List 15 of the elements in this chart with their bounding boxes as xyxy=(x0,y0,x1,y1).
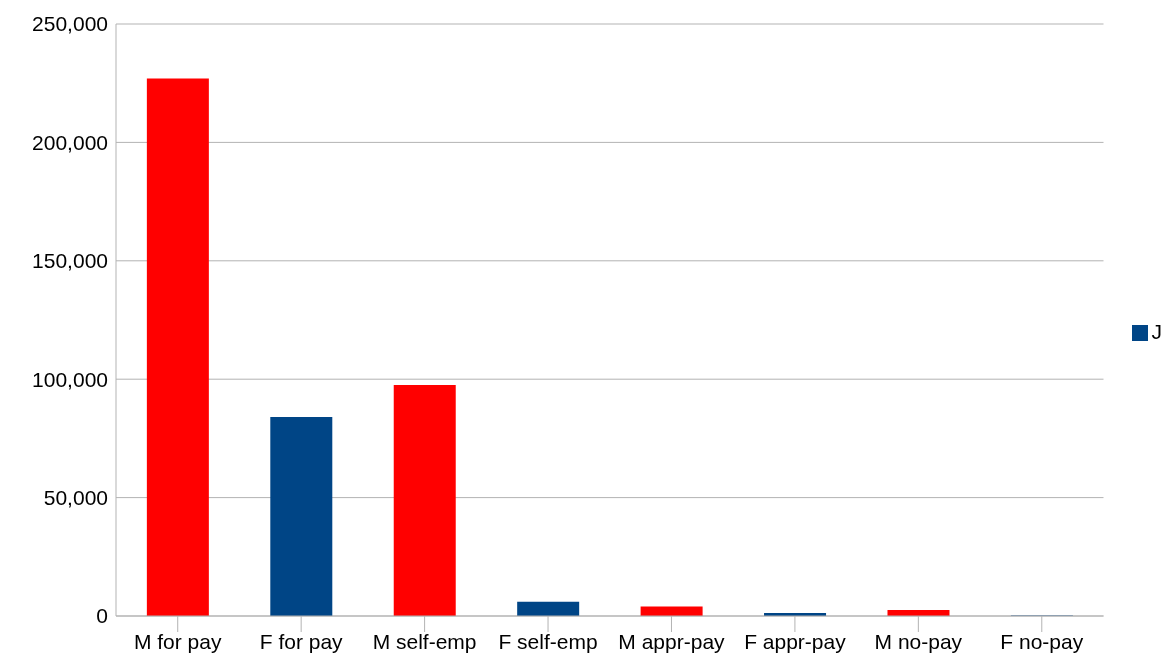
y-tick-label: 250,000 xyxy=(32,12,108,36)
x-tick-label: F no-pay xyxy=(1000,629,1084,653)
x-tick-label: F self-emp xyxy=(498,629,598,653)
y-tick-label: 0 xyxy=(96,604,108,628)
y-tick-label: 150,000 xyxy=(32,249,108,273)
y-tick-label: 200,000 xyxy=(32,130,108,154)
x-tick-label: M for pay xyxy=(133,629,222,653)
x-tick-label: M appr-pay xyxy=(618,629,726,653)
x-tick-label: M self-emp xyxy=(372,629,477,653)
y-tick-label: 100,000 xyxy=(32,367,108,391)
x-tick-label: F for pay xyxy=(259,629,344,653)
x-tick-label: M no-pay xyxy=(874,629,963,653)
legend-label: J xyxy=(1151,320,1162,343)
y-tick-label: 50,000 xyxy=(43,486,108,510)
x-tick-label: F appr-pay xyxy=(744,629,847,653)
